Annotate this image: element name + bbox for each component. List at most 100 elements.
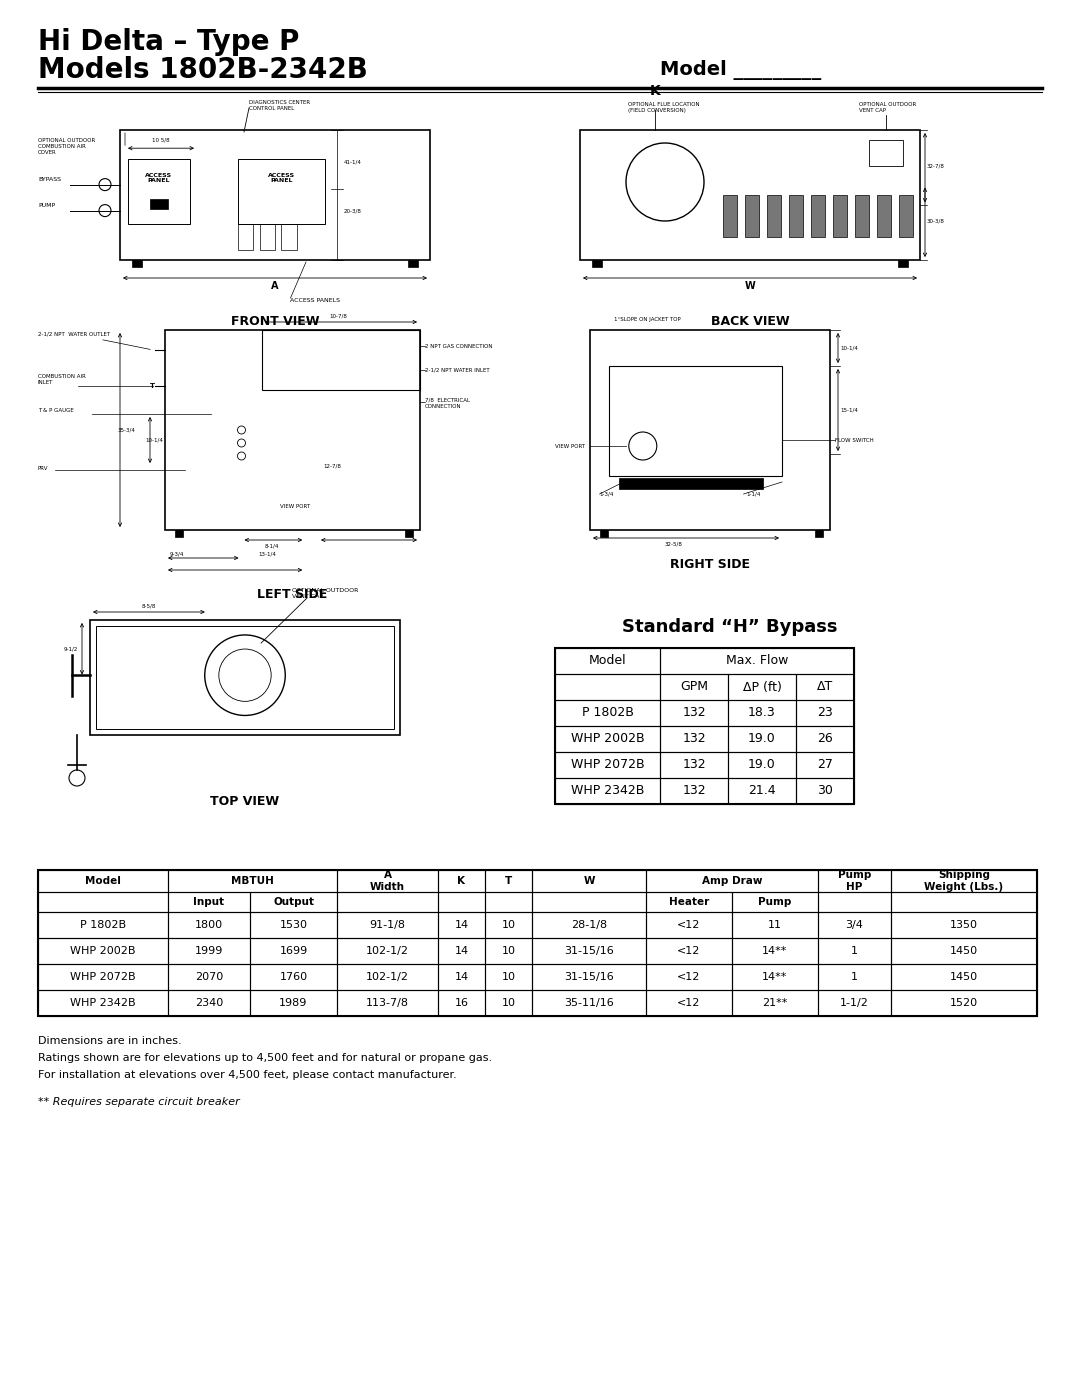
Text: 1800: 1800 [194, 921, 224, 930]
Text: 10-7/8: 10-7/8 [329, 313, 348, 319]
Text: 30: 30 [818, 785, 833, 798]
Bar [555, 778, 660, 805]
Bar [150, 198, 168, 208]
Text: OPTIONAL FLUE LOCATION
(FIELD CONVERSION): OPTIONAL FLUE LOCATION (FIELD CONVERSION… [627, 102, 699, 113]
Text: 1°SLOPE ON JACKET TOP: 1°SLOPE ON JACKET TOP [615, 317, 680, 321]
Text: 19.0: 19.0 [748, 759, 775, 771]
Text: OPTIONAL OUTDOOR
COMBUSTION AIR
COVER: OPTIONAL OUTDOOR COMBUSTION AIR COVER [38, 138, 95, 155]
Bar [818, 937, 891, 964]
Text: Shipping
Weight (Lbs.): Shipping Weight (Lbs.) [924, 870, 1003, 891]
Bar [728, 752, 796, 778]
Text: 31-15/16: 31-15/16 [564, 946, 613, 956]
Bar [555, 648, 854, 805]
Bar [646, 964, 732, 990]
Bar [660, 648, 854, 673]
Text: 14**: 14** [762, 972, 787, 982]
Text: 1989: 1989 [280, 997, 308, 1009]
Text: T & P GAUGE: T & P GAUGE [38, 408, 73, 412]
Text: LEFT SIDE: LEFT SIDE [257, 588, 327, 601]
Text: 35-11/16: 35-11/16 [564, 997, 613, 1009]
Bar [485, 937, 532, 964]
Text: 41-1/4: 41-1/4 [343, 161, 361, 165]
Bar [897, 260, 908, 267]
Text: 14: 14 [455, 921, 469, 930]
Text: 1530: 1530 [280, 921, 308, 930]
Bar [532, 893, 646, 912]
Bar [38, 893, 168, 912]
Bar [249, 893, 337, 912]
Text: 1760: 1760 [280, 972, 308, 982]
Bar [38, 964, 168, 990]
Text: 1-1/2: 1-1/2 [840, 997, 869, 1009]
Text: ACCESS PANELS: ACCESS PANELS [291, 298, 340, 303]
Bar [168, 964, 249, 990]
Text: Model: Model [85, 876, 121, 886]
Bar [877, 196, 891, 236]
Text: Hi Delta – Type P: Hi Delta – Type P [38, 28, 299, 56]
Text: Heater: Heater [669, 897, 710, 907]
Text: Ratings shown are for elevations up to 4,500 feet and for natural or propane gas: Ratings shown are for elevations up to 4… [38, 1053, 492, 1063]
Bar [38, 937, 168, 964]
Text: 20-3/8: 20-3/8 [343, 208, 361, 214]
Text: WHP 2072B: WHP 2072B [570, 759, 645, 771]
Bar [592, 260, 602, 267]
Bar [818, 912, 891, 937]
Bar [555, 752, 660, 778]
Bar [238, 224, 254, 250]
Bar [728, 673, 796, 700]
Text: 35-3/4: 35-3/4 [117, 427, 135, 433]
Text: Model _________: Model _________ [660, 60, 821, 80]
Bar [646, 990, 732, 1016]
Bar [532, 870, 646, 893]
Bar [532, 912, 646, 937]
Text: Output: Output [273, 897, 314, 907]
Bar [165, 330, 420, 529]
Text: 18.3: 18.3 [748, 707, 775, 719]
Text: 1350: 1350 [950, 921, 978, 930]
Bar [891, 870, 1037, 893]
Text: 2070: 2070 [194, 972, 224, 982]
Text: 1999: 1999 [194, 946, 224, 956]
Text: 10-1/4: 10-1/4 [145, 437, 163, 443]
Bar [38, 870, 1037, 1016]
Text: 1520: 1520 [950, 997, 978, 1009]
Text: OPTIONAL OUTDOOR
VENT CAP: OPTIONAL OUTDOOR VENT CAP [292, 588, 357, 599]
Text: ΔP (ft): ΔP (ft) [743, 680, 782, 693]
Bar [337, 990, 438, 1016]
Bar [818, 990, 891, 1016]
Bar [732, 893, 818, 912]
Bar [261, 330, 420, 390]
Text: 132: 132 [683, 707, 706, 719]
Bar [175, 529, 183, 536]
Text: Amp Draw: Amp Draw [702, 876, 762, 886]
Text: Dimensions are in inches.: Dimensions are in inches. [38, 1037, 181, 1046]
Text: 10: 10 [501, 921, 515, 930]
Bar [660, 673, 728, 700]
Bar [38, 870, 168, 893]
Bar [249, 964, 337, 990]
Text: W: W [744, 281, 755, 291]
Text: 1450: 1450 [950, 972, 978, 982]
Bar [168, 870, 337, 893]
Text: 10: 10 [501, 997, 515, 1009]
Text: 10-1/4: 10-1/4 [840, 345, 858, 351]
Bar [891, 990, 1037, 1016]
Text: COMBUSTION AIR
INLET: COMBUSTION AIR INLET [38, 374, 86, 384]
Bar [249, 937, 337, 964]
Bar [438, 937, 485, 964]
Text: 102-1/2: 102-1/2 [366, 946, 409, 956]
Bar [485, 990, 532, 1016]
Bar [854, 196, 868, 236]
Bar [796, 752, 854, 778]
Text: 26: 26 [818, 732, 833, 746]
Text: GPM: GPM [680, 680, 708, 693]
Bar [532, 964, 646, 990]
Text: T: T [504, 876, 512, 886]
Text: 30-3/8: 30-3/8 [927, 218, 945, 224]
Text: PUMP: PUMP [38, 203, 55, 208]
Text: 1699: 1699 [280, 946, 308, 956]
Bar [438, 990, 485, 1016]
Text: 21.4: 21.4 [748, 785, 775, 798]
Bar [833, 196, 847, 236]
Bar [485, 964, 532, 990]
